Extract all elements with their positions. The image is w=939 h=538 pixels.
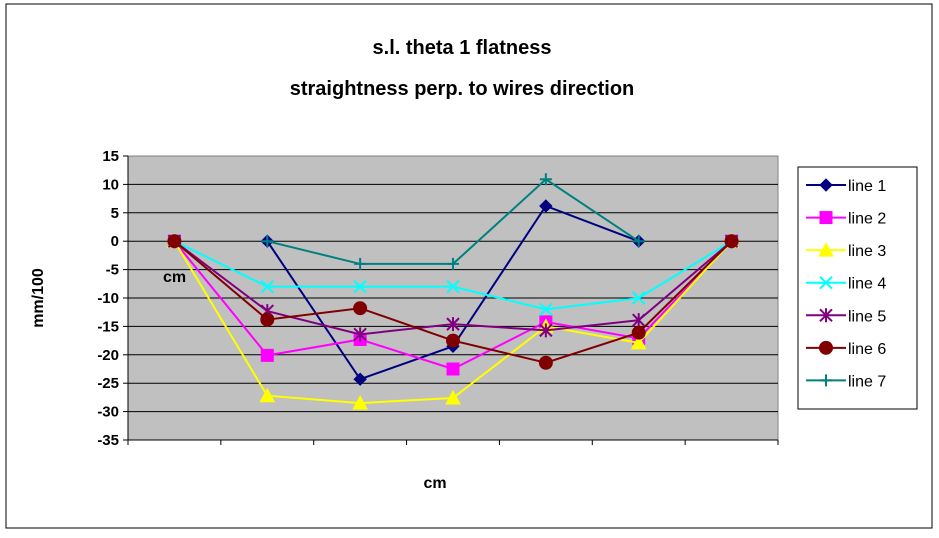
data-point — [538, 355, 553, 370]
legend-item: line 5 — [806, 308, 886, 325]
y-tick-label: -20 — [97, 347, 119, 364]
legend-box — [797, 166, 918, 410]
data-point — [445, 389, 461, 405]
legend-label: line 4 — [848, 276, 886, 293]
x-axis-label: cm — [423, 475, 446, 492]
axes: -35 -30 -25 -20 -15 -10 -5 0 5 10 15 — [97, 148, 779, 449]
legend-item: line 3 — [806, 242, 886, 260]
y-tick-label: -30 — [97, 404, 119, 421]
y-tick-label: 15 — [102, 148, 119, 165]
legend-label: line 7 — [848, 373, 886, 390]
data-point — [354, 257, 367, 270]
legend-item: line 4 — [806, 276, 886, 293]
legend-marker — [819, 308, 833, 323]
legend-marker — [819, 211, 833, 225]
data-point — [260, 279, 274, 294]
legend-item: line 1 — [806, 178, 886, 195]
data-point — [353, 372, 367, 386]
data-point — [447, 257, 459, 270]
data-point — [446, 279, 460, 294]
y-axis-label: mm/100 — [30, 268, 47, 328]
stray-unit-label: cm — [163, 269, 186, 286]
data-point — [539, 323, 553, 338]
legend-marker — [818, 242, 834, 257]
data-point — [446, 362, 460, 376]
y-tick-label: -10 — [97, 290, 119, 307]
legend-marker — [819, 276, 833, 290]
data-point — [632, 291, 646, 305]
legend-marker — [819, 340, 833, 355]
legend-marker — [819, 178, 833, 192]
data-point — [630, 334, 647, 350]
series-7 — [261, 173, 645, 270]
series-6 — [167, 234, 739, 370]
data-point — [261, 235, 274, 248]
chart-title-line-2: straightness perp. to wires direction — [290, 78, 635, 100]
legend-label: line 3 — [848, 243, 886, 260]
data-point — [353, 327, 367, 342]
legend-label: line 2 — [848, 211, 886, 228]
y-tick-label: -25 — [97, 375, 119, 392]
data-point — [632, 235, 645, 248]
data-point — [539, 199, 553, 213]
data-point — [446, 317, 460, 332]
data-point — [259, 387, 276, 403]
legend-item: line 6 — [806, 340, 886, 358]
chart-title-line-1: s.l. theta 1 flatness — [373, 37, 552, 59]
y-tick-label: -15 — [97, 318, 119, 335]
data-point — [446, 333, 460, 348]
data-point — [353, 279, 367, 294]
y-tick-label: 5 — [111, 205, 119, 222]
legend-item: line 2 — [806, 211, 886, 228]
y-tick-label: -5 — [106, 262, 119, 279]
legend-label: line 1 — [848, 178, 886, 195]
data-point — [631, 325, 646, 340]
legend-label: line 5 — [848, 308, 886, 325]
legend-marker — [820, 374, 832, 387]
legend: line 1 line 2 line 3 line 4 line 5 line 6 line… — [797, 166, 918, 410]
y-tick-label: 0 — [111, 233, 119, 250]
data-point — [167, 234, 182, 249]
y-tick-label: -35 — [97, 432, 119, 449]
y-tick-label: 10 — [102, 176, 119, 193]
series-group — [166, 173, 740, 410]
data-point — [260, 312, 275, 327]
data-point — [352, 395, 368, 410]
legend-item: line 7 — [806, 373, 886, 390]
data-point — [539, 302, 553, 317]
data-point — [260, 348, 274, 362]
legend-label: line 6 — [848, 341, 886, 358]
data-point — [632, 313, 646, 328]
data-point — [353, 301, 368, 316]
data-point — [539, 173, 552, 186]
data-point — [724, 234, 739, 249]
